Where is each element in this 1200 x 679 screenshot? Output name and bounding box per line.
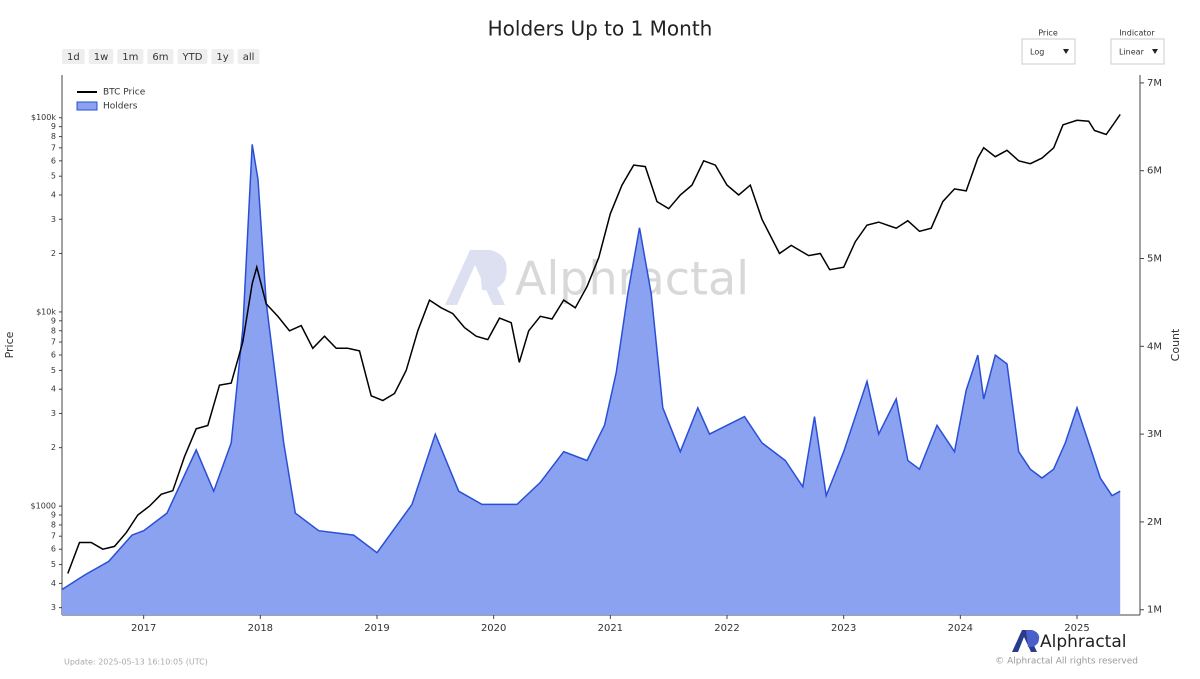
dropdown-value[interactable]: Linear [1119,48,1145,57]
range-button-label[interactable]: 1d [67,52,80,63]
holders-line [61,144,1121,591]
y-tick-label: 8 [51,520,56,529]
legend-swatch [76,101,98,111]
range-button-label[interactable]: 6m [152,52,168,63]
y-tick-label: 5 [51,172,56,181]
y-tick-label: $100k [31,113,56,122]
y-tick-label: 6 [51,545,56,554]
y-tick-label: $10k [36,307,56,316]
x-tick-label: 2023 [831,623,856,634]
y-tick-label: $1000 [31,502,56,511]
chart-title: Holders Up to 1 Month [488,17,713,41]
y-tick-label: 5 [51,366,56,375]
x-tick-label: 2017 [131,623,156,634]
dropdown-value[interactable]: Log [1030,48,1044,57]
range-button[interactable]: 1y [211,49,234,64]
y2-tick-label: 5M [1147,254,1162,265]
watermark: Alphractal [445,250,749,306]
y-tick-label: 7 [51,338,56,347]
y-tick-label: 9 [51,316,56,325]
range-button-bg[interactable] [147,49,174,64]
range-button-label[interactable]: 1w [94,52,109,63]
y-tick-label: 6 [51,156,56,165]
range-button-bg[interactable] [88,49,114,64]
y-tick-label: 4 [51,385,56,394]
legend-label: Holders [103,102,138,112]
footer-logo: Alphractal [1012,630,1126,652]
legend-label: BTC Price [103,88,146,98]
y-tick-label: 8 [51,132,56,141]
y-tick-label: 8 [51,326,56,335]
range-button-bg[interactable] [177,49,208,64]
range-button-label[interactable]: 1y [216,52,228,63]
y2-axis-label: Count [1169,328,1182,361]
y-tick-label: 9 [51,511,56,520]
x-tick-label: 2020 [481,623,506,634]
x-tick-label: 2022 [714,623,739,634]
y2-tick-label: 6M [1147,166,1162,177]
range-button-bg[interactable] [211,49,234,64]
x-tick-label: 2025 [1064,623,1089,634]
y-tick-label: 4 [51,191,56,200]
y-tick-label: 4 [51,579,56,588]
range-button[interactable]: 1m [117,49,144,64]
range-button[interactable]: YTD [177,49,208,64]
range-button-bg[interactable] [117,49,144,64]
holders-area [62,144,1121,615]
dropdown-arrow[interactable] [1063,49,1069,54]
range-button[interactable]: 1w [88,49,114,64]
control-label: Indicator [1119,29,1155,38]
y2-tick-label: 2M [1147,517,1162,528]
range-button[interactable]: all [237,49,260,64]
x-tick-label: 2019 [364,623,389,634]
range-button[interactable]: 1d [62,49,85,64]
price-line [67,113,1121,574]
range-button-label[interactable]: YTD [181,52,202,63]
range-button-label[interactable]: 1m [122,52,138,63]
range-button-label[interactable]: all [243,52,255,63]
update-time: Update: 2025-05-13 16:10:05 (UTC) [64,658,208,667]
y2-tick-label: 4M [1147,341,1162,352]
y2-tick-label: 7M [1147,78,1162,89]
y-tick-label: 3 [51,603,56,612]
y-tick-label: 7 [51,143,56,152]
y2-tick-label: 3M [1147,429,1162,440]
range-button-bg[interactable] [62,49,85,64]
y-tick-label: 3 [51,409,56,418]
y-tick-label: 3 [51,215,56,224]
y-tick-label: 5 [51,560,56,569]
range-button[interactable]: 6m [147,49,174,64]
y-tick-label: 2 [51,443,56,452]
range-button-bg[interactable] [237,49,260,64]
logo-text: Alphractal [1040,632,1126,652]
x-tick-label: 2018 [248,623,273,634]
x-tick-label: 2021 [598,623,623,634]
y-tick-label: 9 [51,122,56,131]
y2-tick-label: 1M [1147,605,1162,616]
copyright: © Alphractal All rights reserved [995,657,1138,667]
x-tick-label: 2024 [948,623,973,634]
y-tick-label: 6 [51,351,56,360]
y-tick-label: 2 [51,249,56,258]
y-axis-label: Price [3,331,16,358]
y-tick-label: 7 [51,532,56,541]
control-label: Price [1038,29,1058,38]
dropdown-arrow[interactable] [1152,49,1158,54]
